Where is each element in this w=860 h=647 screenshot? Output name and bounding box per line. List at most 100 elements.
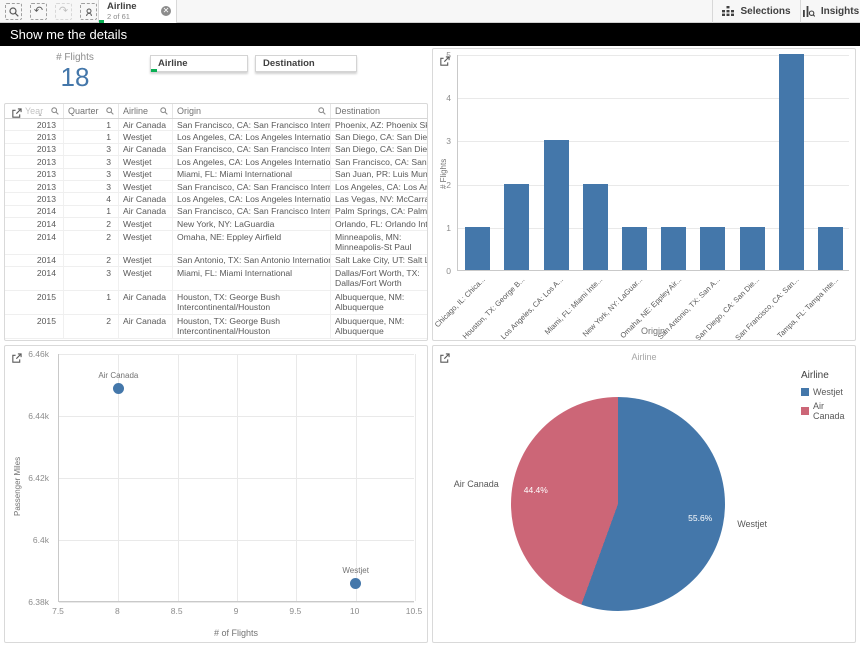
cell-quarter[interactable]: 1 xyxy=(64,205,119,218)
table-header-origin[interactable]: Origin xyxy=(173,104,331,118)
selections-tool-icon[interactable] xyxy=(80,3,97,20)
cell-airline[interactable]: Air Canada xyxy=(119,143,173,156)
bar-chart-export-icon[interactable] xyxy=(439,54,450,72)
cell-airline[interactable]: Westjet xyxy=(119,254,173,266)
cell-origin[interactable]: Miami, FL: Miami International xyxy=(173,168,331,180)
cell-destination[interactable]: San Diego, CA: San Diego International xyxy=(335,132,427,143)
cell-quarter[interactable]: 3 xyxy=(64,266,119,290)
cell-origin[interactable]: San Francisco, CA: San Francisco Interna… xyxy=(173,205,331,218)
cell-airline[interactable]: Westjet xyxy=(119,131,173,143)
cell-quarter[interactable]: 3 xyxy=(64,143,119,156)
cell-destination[interactable]: Dallas/Fort Worth, TX: Dallas/Fort Worth… xyxy=(335,267,420,290)
cell-year[interactable]: 2015 xyxy=(5,314,64,338)
cell-quarter[interactable]: 2 xyxy=(64,314,119,338)
table-header-quarter[interactable]: Quarter xyxy=(64,104,119,118)
table-row[interactable]: 2014 1 Air Canada San Francisco, CA: San Fr… xyxy=(5,205,427,219)
cell-airline[interactable]: Air Canada xyxy=(119,290,173,314)
bar[interactable] xyxy=(700,226,726,270)
table-header-destination[interactable]: Destination xyxy=(335,106,381,116)
cell-destination[interactable]: San Francisco, CA: San Francisco Interna… xyxy=(335,156,427,167)
cell-destination[interactable]: Las Vegas, NV: McCarran International xyxy=(335,194,427,205)
cell-year[interactable]: 2013 xyxy=(5,143,64,156)
cell-airline[interactable]: Westjet xyxy=(119,266,173,290)
cell-quarter[interactable]: 4 xyxy=(64,193,119,205)
cell-year[interactable]: 2013 xyxy=(5,168,64,180)
cell-origin[interactable]: San Antonio, TX: San Antonio Internation… xyxy=(173,254,331,266)
smart-search-icon[interactable] xyxy=(5,3,22,20)
cell-origin[interactable]: Miami, FL: Miami International xyxy=(173,266,331,290)
bar[interactable] xyxy=(543,140,569,270)
cell-origin[interactable]: Los Angeles, CA: Los Angeles Internation… xyxy=(173,193,331,205)
pie-export-icon[interactable] xyxy=(439,351,450,369)
table-row[interactable]: 2014 2 Westjet New York, NY: LaGuardia Orlan… xyxy=(5,218,427,231)
table-row[interactable]: 2013 4 Air Canada Los Angeles, CA: Los Ange… xyxy=(5,193,427,206)
selections-button[interactable]: Selections xyxy=(712,0,800,23)
table-row[interactable]: 2014 3 Westjet Miami, FL: Miami Internation… xyxy=(5,266,427,291)
cell-origin[interactable]: Houston, TX: George Bush Intercontinenta… xyxy=(173,290,331,314)
cell-origin[interactable]: San Francisco, CA: San Francisco Interna… xyxy=(173,119,331,131)
table-row[interactable]: 2013 3 Westjet Miami, FL: Miami Internation… xyxy=(5,168,427,181)
cell-origin[interactable]: Omaha, NE: Eppley Airfield xyxy=(173,230,331,254)
cell-quarter[interactable]: 2 xyxy=(64,230,119,254)
cell-destination[interactable]: Orlando, FL: Orlando International xyxy=(335,218,427,229)
search-icon[interactable] xyxy=(318,107,326,115)
bar[interactable] xyxy=(582,183,608,270)
cell-year[interactable]: 2013 xyxy=(5,180,64,193)
search-icon[interactable] xyxy=(106,107,114,115)
undo-icon[interactable]: ↶ xyxy=(30,3,47,20)
cell-airline[interactable]: Westjet xyxy=(119,218,173,230)
cell-quarter[interactable]: 3 xyxy=(64,180,119,193)
bar[interactable] xyxy=(504,183,530,270)
cell-year[interactable]: 2013 xyxy=(5,156,64,168)
cell-airline[interactable]: Air Canada xyxy=(119,205,173,218)
legend-item[interactable]: Westjet xyxy=(801,387,855,397)
cell-airline[interactable]: Westjet xyxy=(119,168,173,180)
pie[interactable] xyxy=(511,397,725,611)
cell-year[interactable]: 2014 xyxy=(5,230,64,254)
cell-airline[interactable]: Westjet xyxy=(119,230,173,254)
scatter-point[interactable] xyxy=(350,577,362,589)
tab-airline[interactable]: Airline 2 of 61 ✕ xyxy=(98,0,177,23)
cell-destination[interactable]: Phoenix, AZ: Phoenix Sky Harbor Internat… xyxy=(335,119,427,130)
cell-destination[interactable]: Los Angeles, CA: Los Angeles Internation… xyxy=(335,181,427,192)
cell-destination[interactable]: San Diego, CA: San Diego International xyxy=(335,144,427,155)
scatter-export-icon[interactable] xyxy=(11,351,22,369)
table-row[interactable]: 2013 1 Air Canada San Francisco, CA: San Fr… xyxy=(5,119,427,132)
tab-close-icon[interactable]: ✕ xyxy=(161,6,171,16)
cell-destination[interactable]: Palm Springs, CA: Palm Springs Internati… xyxy=(335,206,427,217)
filter-airline[interactable]: Airline xyxy=(150,55,248,72)
cell-origin[interactable]: Los Angeles, CA: Los Angeles Internation… xyxy=(173,156,331,168)
bar[interactable] xyxy=(778,54,804,270)
table-row[interactable]: 2014 2 Westjet Omaha, NE: Eppley Airfield Mi… xyxy=(5,230,427,255)
kpi-flights[interactable]: # Flights 18 xyxy=(28,52,122,91)
cell-airline[interactable]: Westjet xyxy=(119,180,173,193)
cell-quarter[interactable]: 1 xyxy=(64,290,119,314)
cell-year[interactable]: 2015 xyxy=(5,290,64,314)
bar[interactable] xyxy=(621,226,647,270)
search-icon[interactable] xyxy=(51,107,59,115)
cell-quarter[interactable]: 1 xyxy=(64,119,119,131)
cell-destination[interactable]: San Juan, PR: Luis Munoz Marin Internati… xyxy=(335,169,427,180)
cell-origin[interactable]: Los Angeles, CA: Los Angeles Internation… xyxy=(173,131,331,143)
table-row[interactable]: 2013 1 Westjet Los Angeles, CA: Los Angeles… xyxy=(5,131,427,144)
cell-destination[interactable]: Albuquerque, NM: Albuquerque Internation… xyxy=(335,315,415,338)
cell-destination[interactable]: Albuquerque, NM: Albuquerque Internation… xyxy=(335,291,415,314)
cell-airline[interactable]: Air Canada xyxy=(119,314,173,338)
table-row[interactable]: 2014 2 Westjet San Antonio, TX: San Antonio… xyxy=(5,254,427,267)
table-header-year[interactable]: Year ▲ xyxy=(5,104,64,118)
table-row[interactable]: 2015 2 Air Canada Houston, TX: George Bush … xyxy=(5,314,427,339)
cell-year[interactable]: 2014 xyxy=(5,218,64,230)
cell-origin[interactable]: Houston, TX: George Bush Intercontinenta… xyxy=(173,314,331,338)
filter-destination[interactable]: Destination xyxy=(255,55,357,72)
cell-quarter[interactable]: 2 xyxy=(64,218,119,230)
table-row[interactable]: 2013 3 Air Canada San Francisco, CA: San Fr… xyxy=(5,143,427,157)
cell-year[interactable]: 2014 xyxy=(5,266,64,290)
cell-airline[interactable]: Westjet xyxy=(119,156,173,168)
cell-airline[interactable]: Air Canada xyxy=(119,119,173,131)
cell-year[interactable]: 2013 xyxy=(5,131,64,143)
table-row[interactable]: 2013 3 Westjet San Francisco, CA: San Franc… xyxy=(5,180,427,194)
cell-quarter[interactable]: 3 xyxy=(64,156,119,168)
scatter-point[interactable] xyxy=(112,382,124,394)
cell-destination[interactable]: Minneapolis, MN: Minneapolis-St Paul Int… xyxy=(335,231,412,254)
table-export-icon[interactable] xyxy=(11,106,22,124)
